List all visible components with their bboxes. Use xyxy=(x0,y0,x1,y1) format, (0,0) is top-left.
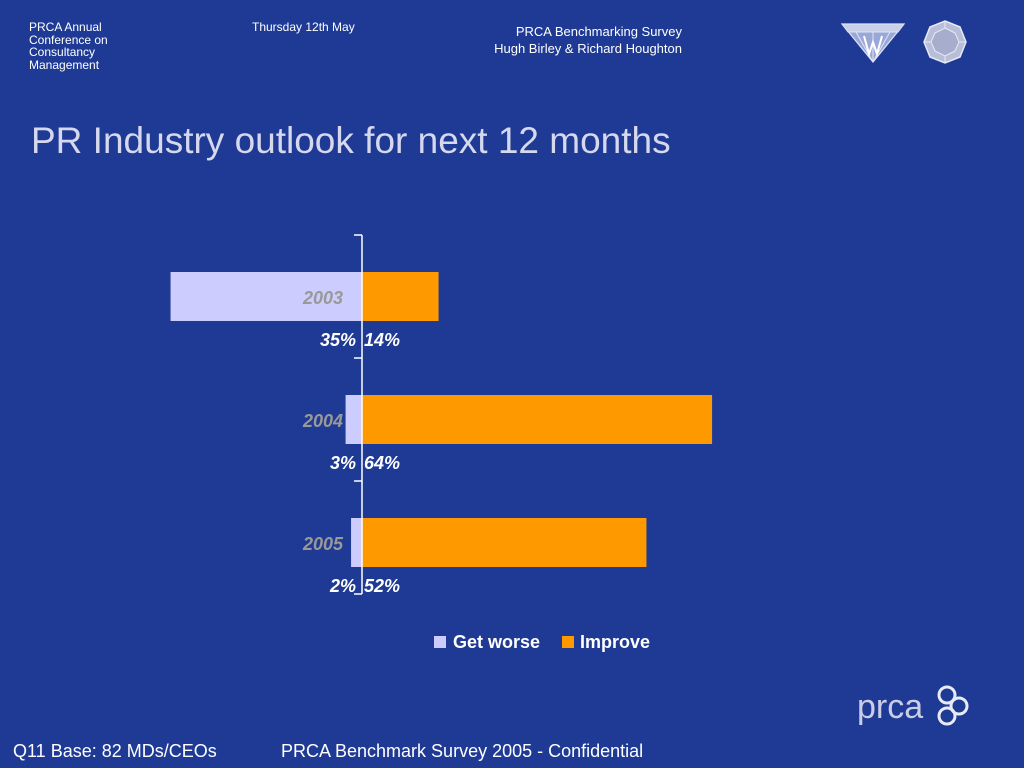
footer-base: Q11 Base: 82 MDs/CEOs xyxy=(13,741,217,761)
data-label-get-worse-2005: 2% xyxy=(329,576,356,596)
survey-title: PRCA Benchmarking Survey xyxy=(515,24,682,39)
bar-improve-2003 xyxy=(362,272,439,321)
legend-swatch-get-worse xyxy=(434,636,446,648)
category-label-2005: 2005 xyxy=(302,534,344,554)
conference-name: PRCA Annual Conference on Consultancy Ma… xyxy=(29,21,149,71)
category-label-2003: 2003 xyxy=(302,288,343,308)
legend-swatch-improve xyxy=(562,636,574,648)
slide-title: PR Industry outlook for next 12 months xyxy=(31,120,671,161)
data-label-improve-2004: 64% xyxy=(364,453,400,473)
data-label-improve-2005: 52% xyxy=(364,576,400,596)
bar-improve-2005 xyxy=(362,518,647,567)
prca-logo-text: prca xyxy=(857,688,923,726)
legend-label-get-worse: Get worse xyxy=(453,632,540,652)
data-label-improve-2003: 14% xyxy=(364,330,400,350)
conference-line: Consultancy xyxy=(29,45,96,59)
bar-get-worse-2005 xyxy=(351,518,362,567)
header-date: Thursday 12th May xyxy=(252,20,355,34)
bar-get-worse-2003 xyxy=(170,272,362,321)
footer-confidential: PRCA Benchmark Survey 2005 - Confidentia… xyxy=(281,741,644,761)
legend-label-improve: Improve xyxy=(580,632,650,652)
category-label-2004: 2004 xyxy=(302,411,343,431)
survey-authors: Hugh Birley & Richard Houghton xyxy=(494,41,682,56)
conference-line: PRCA Annual xyxy=(29,20,102,34)
data-label-get-worse-2003: 35% xyxy=(320,330,356,350)
diamond-logo-icon xyxy=(840,23,906,63)
bar-get-worse-2004 xyxy=(345,395,362,444)
survey-info: PRCA Benchmarking Survey Hugh Birley & R… xyxy=(494,23,682,57)
data-label-get-worse-2004: 3% xyxy=(330,453,356,473)
bar-improve-2004 xyxy=(362,395,713,444)
conference-line: Management xyxy=(29,57,100,72)
conference-line: Conference on xyxy=(29,32,108,47)
prca-logo-icon: prca xyxy=(857,685,969,726)
gem-logo-icon xyxy=(923,20,967,64)
